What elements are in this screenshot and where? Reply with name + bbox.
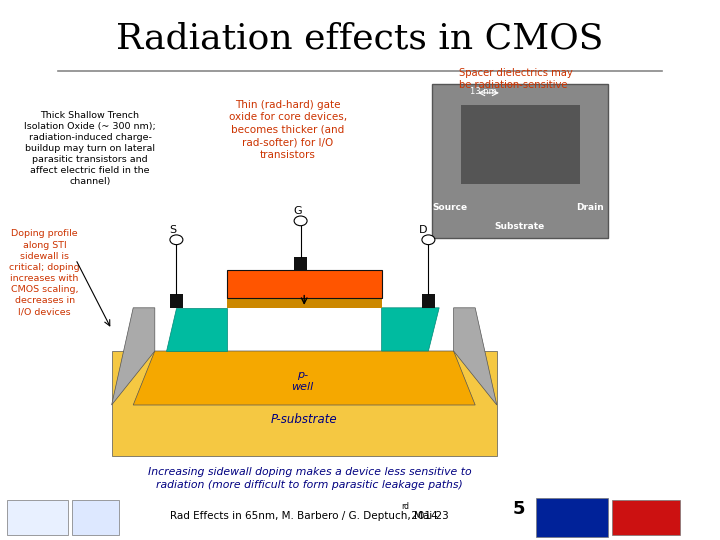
- Text: Radiation effects in CMOS: Radiation effects in CMOS: [117, 22, 603, 56]
- Text: Spacer dielectrics may
be radiation-sensitive: Spacer dielectrics may be radiation-sens…: [459, 68, 573, 90]
- Circle shape: [170, 235, 183, 245]
- Text: Aix+Marseille
université: Aix+Marseille université: [8, 508, 68, 526]
- Text: STI: STI: [467, 330, 487, 340]
- Text: Thin (rad-hard) gate
oxide for core devices,
becomes thicker (and
rad-softer) fo: Thin (rad-hard) gate oxide for core devi…: [229, 100, 347, 159]
- FancyBboxPatch shape: [422, 294, 435, 308]
- Polygon shape: [382, 308, 439, 351]
- Text: p-
well: p- well: [292, 370, 313, 392]
- Text: ATLAS
EXPERIMENT: ATLAS EXPERIMENT: [544, 508, 600, 528]
- Polygon shape: [133, 351, 475, 405]
- Polygon shape: [166, 308, 227, 351]
- Polygon shape: [112, 308, 155, 405]
- Circle shape: [294, 216, 307, 226]
- FancyBboxPatch shape: [536, 498, 608, 537]
- Circle shape: [422, 235, 435, 245]
- FancyBboxPatch shape: [227, 298, 382, 308]
- Text: N+: N+: [186, 325, 205, 334]
- FancyBboxPatch shape: [227, 270, 382, 298]
- Text: STI: STI: [118, 330, 138, 340]
- Text: Thick Shallow Trench
Isolation Oxide (~ 300 nm);
radiation-induced charge-
build: Thick Shallow Trench Isolation Oxide (~ …: [24, 111, 156, 186]
- Text: Source: Source: [433, 204, 467, 212]
- Text: D: D: [419, 225, 428, 235]
- Text: CPPM: CPPM: [83, 512, 108, 522]
- Text: Doping profile
along STI
sidewall is
critical; doping
increases with
CMOS scalin: Doping profile along STI sidewall is cri…: [9, 230, 80, 316]
- Polygon shape: [454, 308, 497, 405]
- FancyBboxPatch shape: [294, 256, 307, 270]
- FancyBboxPatch shape: [432, 84, 608, 238]
- Text: 5: 5: [512, 501, 525, 518]
- FancyBboxPatch shape: [7, 500, 68, 535]
- Text: Substrate: Substrate: [495, 222, 545, 231]
- Text: Rad Effects in 65nm, M. Barbero / G. Deptuch, Mai 23: Rad Effects in 65nm, M. Barbero / G. Dep…: [170, 511, 449, 521]
- FancyBboxPatch shape: [170, 294, 183, 308]
- Text: 13 nm: 13 nm: [470, 86, 498, 96]
- FancyBboxPatch shape: [461, 105, 580, 184]
- Text: 2014: 2014: [408, 511, 437, 521]
- FancyBboxPatch shape: [112, 351, 497, 456]
- Text: rd: rd: [401, 502, 409, 511]
- Text: G: G: [293, 206, 302, 216]
- Text: Gate: Gate: [507, 157, 533, 167]
- FancyBboxPatch shape: [72, 500, 119, 535]
- Text: Drain: Drain: [577, 204, 604, 212]
- FancyBboxPatch shape: [612, 500, 680, 535]
- Text: P-substrate: P-substrate: [271, 413, 338, 426]
- Text: Increasing sidewall doping makes a device less sensitive to
radiation (more diff: Increasing sidewall doping makes a devic…: [148, 467, 472, 489]
- Text: S: S: [169, 225, 176, 235]
- Text: N+: N+: [397, 325, 416, 334]
